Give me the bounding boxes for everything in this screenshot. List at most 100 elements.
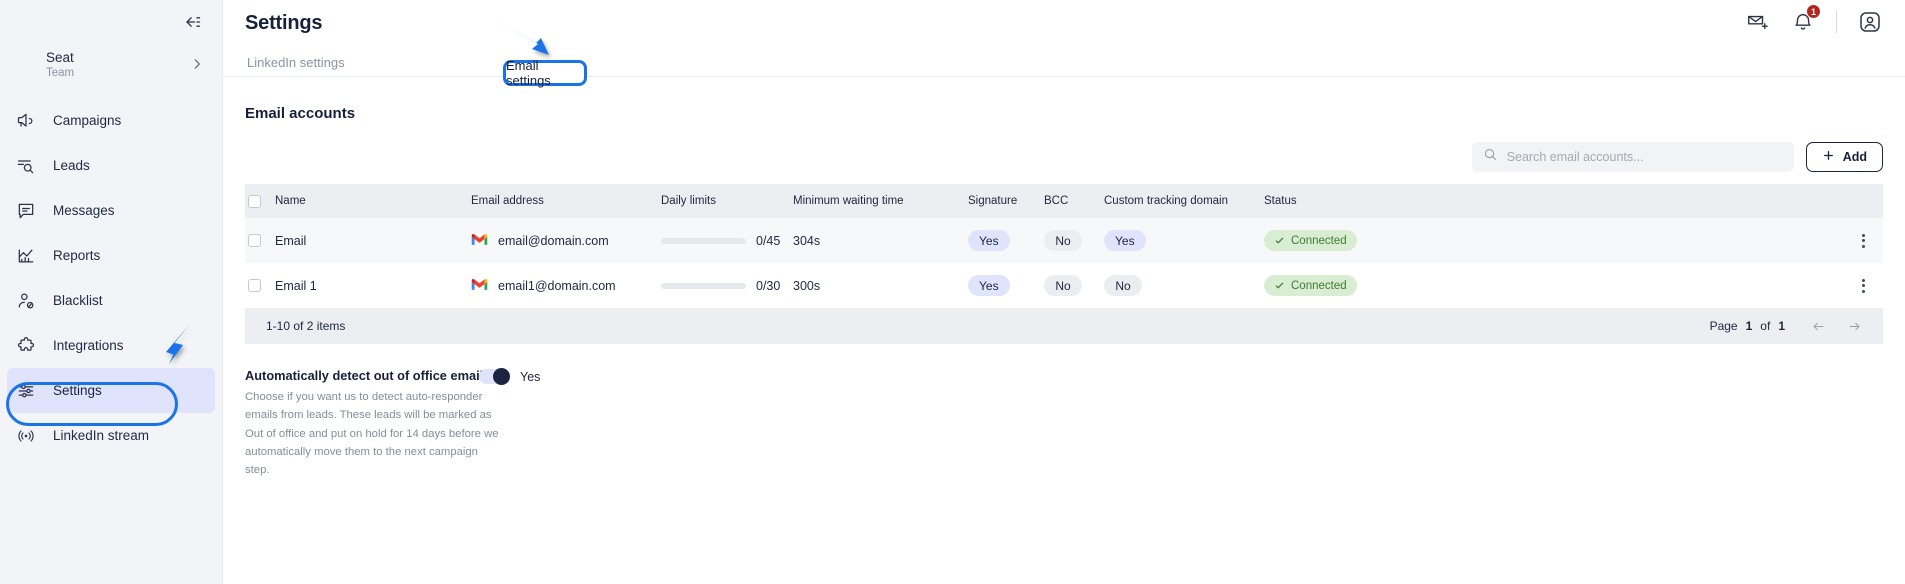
select-all-checkbox-cell [245,194,275,208]
arrow-left-icon[interactable] [1807,315,1829,337]
sidebar-item-campaigns[interactable]: Campaigns [0,98,222,143]
ooo-toggle-label: Yes [520,369,541,384]
daily-limit-progress-bar [661,237,746,244]
table-row[interactable]: Email email@domain.com [245,218,1883,263]
cell-custom-tracking-domain: Yes [1104,230,1264,251]
cell-name: Email [275,233,307,248]
column-header-name[interactable]: Name [275,195,306,207]
content: Email accounts Add [223,77,1905,479]
mail-add-icon[interactable] [1744,9,1770,35]
cell-signature: Yes [968,230,1044,251]
column-header-email[interactable]: Email address [471,195,544,207]
cell-daily-limit: 0/45 [661,234,793,248]
row-checkbox[interactable] [248,279,261,292]
cell-custom-tracking-domain: No [1104,275,1264,296]
items-count-label: 1-10 of 2 items [266,319,346,333]
ooo-description: Choose if you want us to detect auto-res… [245,391,499,477]
search-box[interactable] [1471,142,1794,172]
signature-badge: Yes [968,230,1010,251]
check-icon [1275,237,1284,244]
seat-text: Seat Team [46,50,74,80]
kebab-menu-icon[interactable] [1861,233,1865,248]
tab-bar: LinkedIn settings Email settings [223,35,1905,77]
user-avatar-icon[interactable] [1857,9,1883,35]
cell-status: Connected [1264,275,1843,296]
page-title: Settings [245,12,323,34]
gmail-icon [471,233,488,249]
chevron-right-icon[interactable] [190,57,204,74]
row-checkbox[interactable] [248,234,261,247]
gmail-icon [471,278,488,294]
column-header-status[interactable]: Status [1264,195,1297,207]
check-icon [1275,282,1284,289]
sidebar-item-label: Reports [53,248,101,263]
sidebar-item-reports[interactable]: Reports [0,233,222,278]
status-badge: Connected [1264,275,1357,296]
sidebar-item-blacklist[interactable]: Blacklist [0,278,222,323]
sidebar-item-label: Settings [53,383,102,398]
tab-email-settings[interactable]: Email settings [503,58,587,88]
cell-status: Connected [1264,230,1843,251]
row-checkbox-cell [245,234,275,247]
cell-email: email1@domain.com [471,278,661,294]
status-badge-label: Connected [1291,279,1347,292]
row-checkbox-cell [245,279,275,292]
sidebar-item-linkedin-stream[interactable]: LinkedIn stream [0,413,222,458]
sidebar-item-messages[interactable]: Messages [0,188,222,233]
collapse-left-icon[interactable] [180,10,204,34]
column-header-bcc[interactable]: BCC [1044,195,1069,207]
row-actions-cell [1843,278,1883,293]
table-toolbar: Add [223,122,1905,184]
page-number: 1 [1745,319,1753,333]
arrow-right-icon[interactable] [1843,315,1865,337]
sidebar-item-label: Messages [53,203,115,218]
ooo-toggle[interactable] [479,368,510,385]
daily-limit-value: 0/45 [756,233,781,248]
ctd-badge: No [1104,275,1142,296]
reports-chart-icon [15,245,37,267]
status-badge: Connected [1264,230,1357,251]
tab-linkedin-settings[interactable]: LinkedIn settings [247,55,345,70]
section-title: Email accounts [245,105,356,122]
email-accounts-table: Name Email address Daily limits Minimum … [223,184,1905,344]
search-input[interactable] [1506,150,1783,164]
add-button[interactable]: Add [1805,142,1883,172]
tab-underline [223,76,1905,77]
notification-badge: 1 [1806,4,1821,19]
ctd-badge: Yes [1104,230,1146,251]
column-header-daily-limits[interactable]: Daily limits [661,195,716,207]
sidebar-item-label: Leads [53,158,90,173]
row-actions-cell [1843,233,1883,248]
ooo-toggle-wrap: Yes [479,368,541,385]
sliders-icon [15,380,37,402]
sidebar-item-label: Blacklist [53,293,103,308]
seat-selector[interactable]: Seat Team [0,44,222,86]
table-row[interactable]: Email 1 email1@domain.com [245,263,1883,308]
bell-icon[interactable]: 1 [1790,4,1821,35]
sidebar: Seat Team Campaigns [0,0,223,584]
column-header-custom-tracking-domain[interactable]: Custom tracking domain [1104,195,1228,207]
topbar-divider [1836,11,1837,33]
sidebar-collapse-row [0,0,222,44]
column-header-minimum-waiting-time[interactable]: Minimum waiting time [793,195,904,207]
sidebar-item-leads[interactable]: Leads [0,143,222,188]
cell-bcc: No [1044,230,1104,251]
daily-limit-value: 0/30 [756,278,781,293]
page-head: Settings [223,0,1905,35]
cell-bcc: No [1044,275,1104,296]
tab-email-settings-label: Email settings [506,58,551,88]
daily-limit-progress-bar [661,282,746,289]
column-header-signature[interactable]: Signature [968,195,1018,207]
select-all-checkbox[interactable] [248,194,261,208]
ooo-text-block: Automatically detect out of office email… [245,368,501,479]
main-content: 1 Settings LinkedIn settings Email setti… [223,0,1905,584]
kebab-menu-icon[interactable] [1861,278,1865,293]
cell-name: Email 1 [275,278,317,293]
table-header-row: Name Email address Daily limits Minimum … [245,184,1883,218]
ooo-title: Automatically detect out of office email… [245,368,491,383]
cell-signature: Yes [968,275,1044,296]
add-button-label: Add [1842,150,1867,164]
sidebar-item-integrations[interactable]: Integrations [0,323,222,368]
sidebar-item-settings[interactable]: Settings [7,368,215,413]
